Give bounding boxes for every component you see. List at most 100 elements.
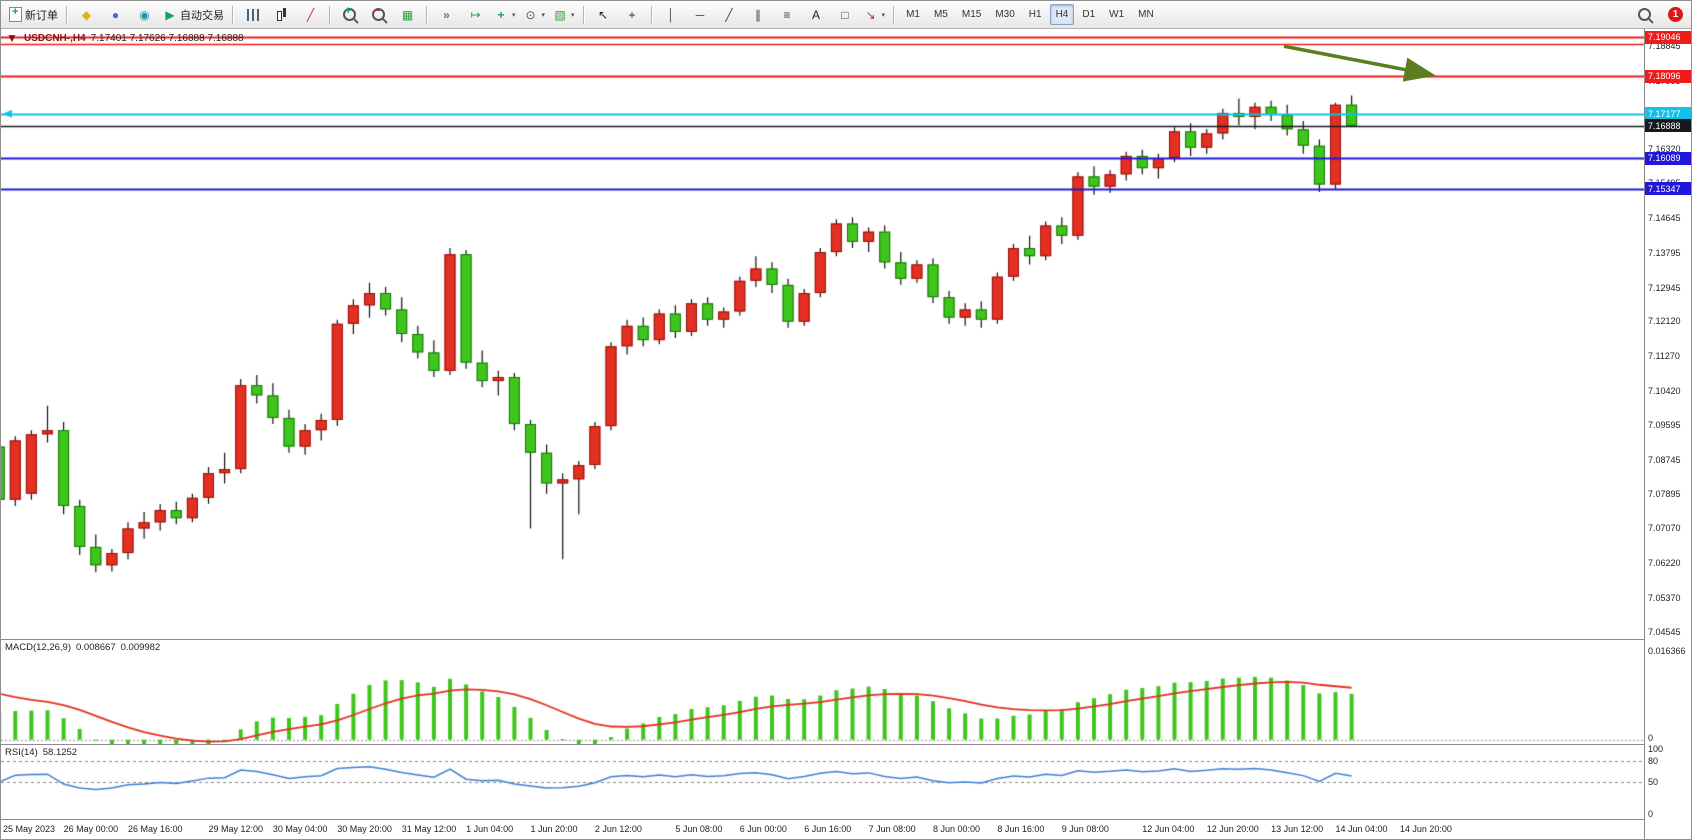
time-axis-label: 9 Jun 08:00 — [1061, 824, 1109, 834]
macd-panel[interactable]: MACD(12,26,9) 0.008667 0.009982 — [1, 639, 1644, 744]
macd-chart[interactable] — [1, 640, 1644, 744]
community-button[interactable]: ● — [101, 3, 130, 27]
fibonacci-button[interactable]: ≡ — [773, 3, 802, 27]
main-chart-panel[interactable]: ▼ USDCNH-,H4 7.17401 7.17626 7.16888 7.1… — [1, 29, 1644, 639]
price-badge: 7.19046 — [1645, 30, 1691, 44]
symbol-timeframe-label: USDCNH-,H4 — [24, 32, 86, 44]
timeframe-h4[interactable]: H4 — [1049, 4, 1075, 25]
crosshair-icon: + — [628, 7, 636, 22]
rsi-chart[interactable] — [1, 745, 1644, 819]
templates-button[interactable]: ▧ ▾ — [549, 3, 579, 27]
autotrading-button[interactable]: ▶ 自动交易 — [159, 3, 228, 27]
price-badge: 7.16089 — [1645, 151, 1691, 165]
chart-title: ▼ USDCNH-,H4 7.17401 7.17626 7.16888 7.1… — [5, 31, 244, 45]
chevron-down-icon: ▾ — [881, 11, 886, 19]
price-badge: 7.17177 — [1645, 107, 1691, 121]
timeframe-m1[interactable]: M1 — [906, 9, 920, 20]
toolbar-separator — [650, 5, 653, 24]
macd-label: MACD(12,26,9) 0.008667 0.009982 — [5, 642, 160, 653]
rsi-label: RSI(14) 58.1252 — [5, 747, 77, 758]
cursor-icon: ↖ — [598, 7, 609, 22]
market-icon: ◉ — [139, 7, 150, 22]
label-button[interactable]: □ — [831, 3, 860, 27]
chevron-down-icon: ▾ — [512, 11, 516, 19]
price-axis-label: 7.18845 — [1648, 41, 1681, 52]
price-axis-label: 7.10420 — [1648, 385, 1681, 396]
label-icon: □ — [841, 7, 849, 22]
timeframe-m30[interactable]: M30 — [995, 9, 1015, 20]
macd-name: MACD(12,26,9) — [5, 642, 71, 653]
chart-panels: ▼ USDCNH-,H4 7.17401 7.17626 7.16888 7.1… — [1, 29, 1644, 839]
macd-main-value: 0.008667 — [76, 642, 116, 653]
horizontal-line-button[interactable]: ─ — [686, 3, 715, 27]
indicators-button[interactable]: + ▾ — [490, 3, 520, 27]
zoom-in-button[interactable] — [335, 3, 364, 27]
auto-scroll-button[interactable]: » — [432, 3, 461, 27]
toolbar: 新订单◆●◉▶自动交易╱▦»↦+▾⊙▾▧▾↖+│─╱∥≡A□↘▾M1M5M15M… — [1, 1, 1691, 29]
clock-icon: ⊙ — [525, 7, 536, 22]
timeframe-h1[interactable]: H1 — [1028, 9, 1042, 20]
chart-shift-button[interactable]: ↦ — [461, 3, 490, 27]
toolbar-separator — [893, 5, 896, 24]
tile-windows-button[interactable]: ▦ — [393, 3, 422, 27]
zoom-in-icon — [343, 6, 356, 21]
candlestick-chart-icon — [276, 8, 288, 21]
autotrading-button-label: 自动交易 — [180, 9, 224, 22]
toolbar-right: 1 — [1630, 1, 1683, 28]
price-badge: 7.15347 — [1645, 182, 1691, 196]
rsi-panel[interactable]: RSI(14) 58.1252 — [1, 744, 1644, 819]
time-axis-label: 14 Jun 04:00 — [1335, 824, 1388, 834]
timeframe-m5[interactable]: M5 — [933, 9, 948, 20]
time-axis-label: 6 Jun 00:00 — [739, 824, 787, 834]
time-axis-label: 30 May 20:00 — [337, 824, 392, 834]
new-order-button-label: 新订单 — [25, 9, 58, 22]
price-axis-label: 7.13795 — [1648, 247, 1681, 258]
trendline-icon: ╱ — [725, 7, 733, 22]
price-axis[interactable]: 7.188457.179957.171707.163207.154957.146… — [1644, 29, 1691, 839]
rsi-axis-label: 50 — [1648, 776, 1659, 787]
price-axis-label: 7.16320 — [1648, 144, 1681, 155]
timeframe-w1[interactable]: W1 — [1109, 9, 1125, 20]
toolbar-separator — [232, 5, 234, 24]
market-button[interactable]: ◉ — [130, 3, 159, 27]
time-axis[interactable]: 25 May 2023 26 May 00:00 26 May 16:00 29 Ma… — [1, 819, 1644, 839]
periods-button[interactable]: ⊙ ▾ — [520, 3, 550, 27]
rsi-value: 58.1252 — [42, 747, 78, 758]
tile-windows-icon: ▦ — [401, 7, 414, 22]
metaeditor-icon: ◆ — [81, 7, 92, 22]
arrow-tool-button[interactable]: ↘ ▾ — [860, 3, 890, 27]
price-axis-label: 7.04545 — [1648, 626, 1681, 637]
time-axis-label: 25 May 2023 — [3, 824, 56, 834]
cursor-button[interactable]: ↖ — [589, 3, 618, 27]
timeframe-mn[interactable]: MN — [1138, 9, 1154, 20]
down-triangle-icon[interactable]: ▼ — [5, 31, 19, 45]
line-chart-icon: ╱ — [306, 7, 315, 22]
fibonacci-icon: ≡ — [783, 7, 791, 22]
channel-icon: ∥ — [755, 7, 762, 22]
time-axis-label: 26 May 00:00 — [63, 824, 119, 834]
chart-window: ▼ USDCNH-,H4 7.17401 7.17626 7.16888 7.1… — [1, 29, 1691, 839]
bar-chart-button[interactable] — [238, 3, 267, 27]
zoom-out-button[interactable] — [364, 3, 393, 27]
crosshair-button[interactable]: + — [618, 3, 647, 27]
line-chart-button[interactable]: ╱ — [296, 3, 325, 27]
indicators-icon: + — [497, 7, 505, 22]
vertical-line-icon: │ — [667, 7, 675, 22]
candlestick-chart[interactable] — [1, 29, 1644, 639]
timeframe-d1[interactable]: D1 — [1082, 9, 1096, 20]
search-button[interactable] — [1630, 3, 1659, 27]
time-axis-label: 7 Jun 08:00 — [868, 824, 916, 834]
time-axis-label: 1 Jun 20:00 — [530, 824, 578, 834]
candlestick-chart-button[interactable] — [267, 3, 296, 27]
trendline-button[interactable]: ╱ — [715, 3, 744, 27]
channel-button[interactable]: ∥ — [744, 3, 773, 27]
text-button[interactable]: A — [802, 3, 831, 27]
vertical-line-button[interactable]: │ — [657, 3, 686, 27]
new-order-button[interactable]: 新订单 — [5, 3, 62, 27]
rsi-axis-label: 80 — [1648, 755, 1659, 766]
notification-badge[interactable]: 1 — [1668, 7, 1683, 22]
price-axis-label: 7.05370 — [1648, 592, 1681, 603]
timeframe-m15[interactable]: M15 — [961, 9, 982, 20]
metaeditor-button[interactable]: ◆ — [72, 3, 101, 27]
